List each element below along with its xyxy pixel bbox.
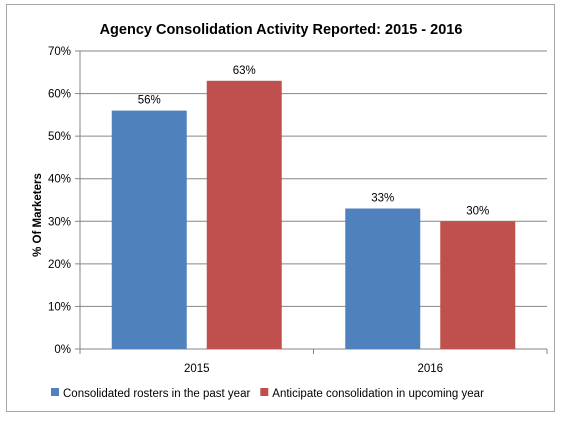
bar-data-label: 33% bbox=[371, 193, 394, 205]
bar-chart: Agency Consolidation Activity Reported: … bbox=[32, 22, 548, 400]
y-tick-label: 60% bbox=[48, 89, 71, 101]
y-tick-label: 10% bbox=[48, 301, 71, 313]
legend-label: Consolidated rosters in the past year bbox=[63, 388, 250, 400]
legend-label: Anticipate consolidation in upcoming yea… bbox=[272, 388, 484, 400]
bars: 56% 63% 33% 30% bbox=[111, 65, 516, 350]
legend-swatch bbox=[260, 388, 269, 396]
bar bbox=[206, 80, 282, 350]
x-tick-label: 2016 bbox=[417, 363, 443, 375]
y-tick-label: 20% bbox=[48, 259, 71, 271]
y-tick-label: 0% bbox=[54, 344, 71, 356]
legend-swatch bbox=[51, 388, 59, 396]
chart-title: Agency Consolidation Activity Reported: … bbox=[100, 22, 463, 38]
y-axis-title: % Of Marketers bbox=[32, 173, 44, 257]
x-tick-label: 2015 bbox=[184, 363, 210, 375]
bar-data-label: 56% bbox=[138, 95, 161, 107]
x-axis-ticks: 2015 2016 bbox=[79, 349, 548, 375]
bar-data-label: 63% bbox=[233, 65, 256, 77]
y-tick-label: 50% bbox=[48, 131, 71, 143]
legend: Consolidated rosters in the past year Ant… bbox=[51, 388, 484, 400]
y-tick-label: 30% bbox=[48, 216, 71, 228]
y-axis-ticks: 0% 10% 20% 30% 40% 50% 60% 70% bbox=[48, 46, 71, 356]
y-tick-label: 70% bbox=[48, 46, 71, 58]
bar bbox=[345, 208, 421, 349]
y-tick-label: 40% bbox=[48, 174, 71, 186]
bar bbox=[111, 110, 187, 349]
bar-data-label: 30% bbox=[466, 205, 489, 217]
chart-frame: Agency Consolidation Activity Reported: … bbox=[6, 4, 555, 412]
bar bbox=[440, 221, 516, 349]
